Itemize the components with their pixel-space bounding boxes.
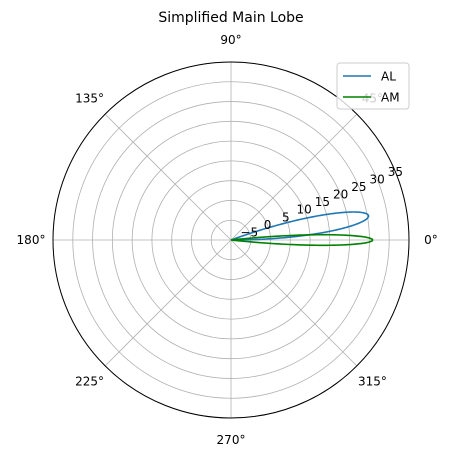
legend: AL AM — [336, 62, 410, 110]
legend-entry: AM — [381, 91, 400, 105]
theta-tick-label: 90° — [220, 33, 241, 47]
theta-tick-label: 225° — [75, 374, 104, 388]
theta-tick-label: 270° — [217, 433, 246, 447]
theta-tick-label: 135° — [75, 92, 104, 106]
r-tick-label: 10 — [296, 203, 311, 217]
r-tick-label: 20 — [333, 188, 348, 202]
series-line-al — [230, 211, 370, 241]
r-tick-label: 0 — [264, 218, 272, 232]
r-tick-label: 25 — [351, 180, 366, 194]
theta-tick-label: 180° — [17, 233, 46, 247]
theta-gridline — [104, 113, 232, 241]
angular-grid — [53, 62, 409, 418]
polar-frame — [52, 61, 410, 419]
r-tick-label: 35 — [388, 165, 403, 179]
theta-tick-label: 0° — [424, 233, 438, 247]
r-tick-label: 15 — [315, 195, 330, 209]
r-tick-label: 5 — [282, 210, 290, 224]
theta-gridline — [230, 113, 358, 241]
theta-tick-label: 315° — [358, 374, 387, 388]
r-tick-label: −5 — [240, 225, 258, 239]
series-line-am — [230, 233, 374, 247]
theta-gridline — [230, 239, 358, 367]
series-layer — [230, 211, 374, 247]
theta-gridline — [104, 239, 232, 367]
chart-title: Simplified Main Lobe — [158, 10, 303, 26]
r-tick-label: 30 — [370, 172, 385, 186]
legend-entry: AL — [381, 70, 396, 84]
